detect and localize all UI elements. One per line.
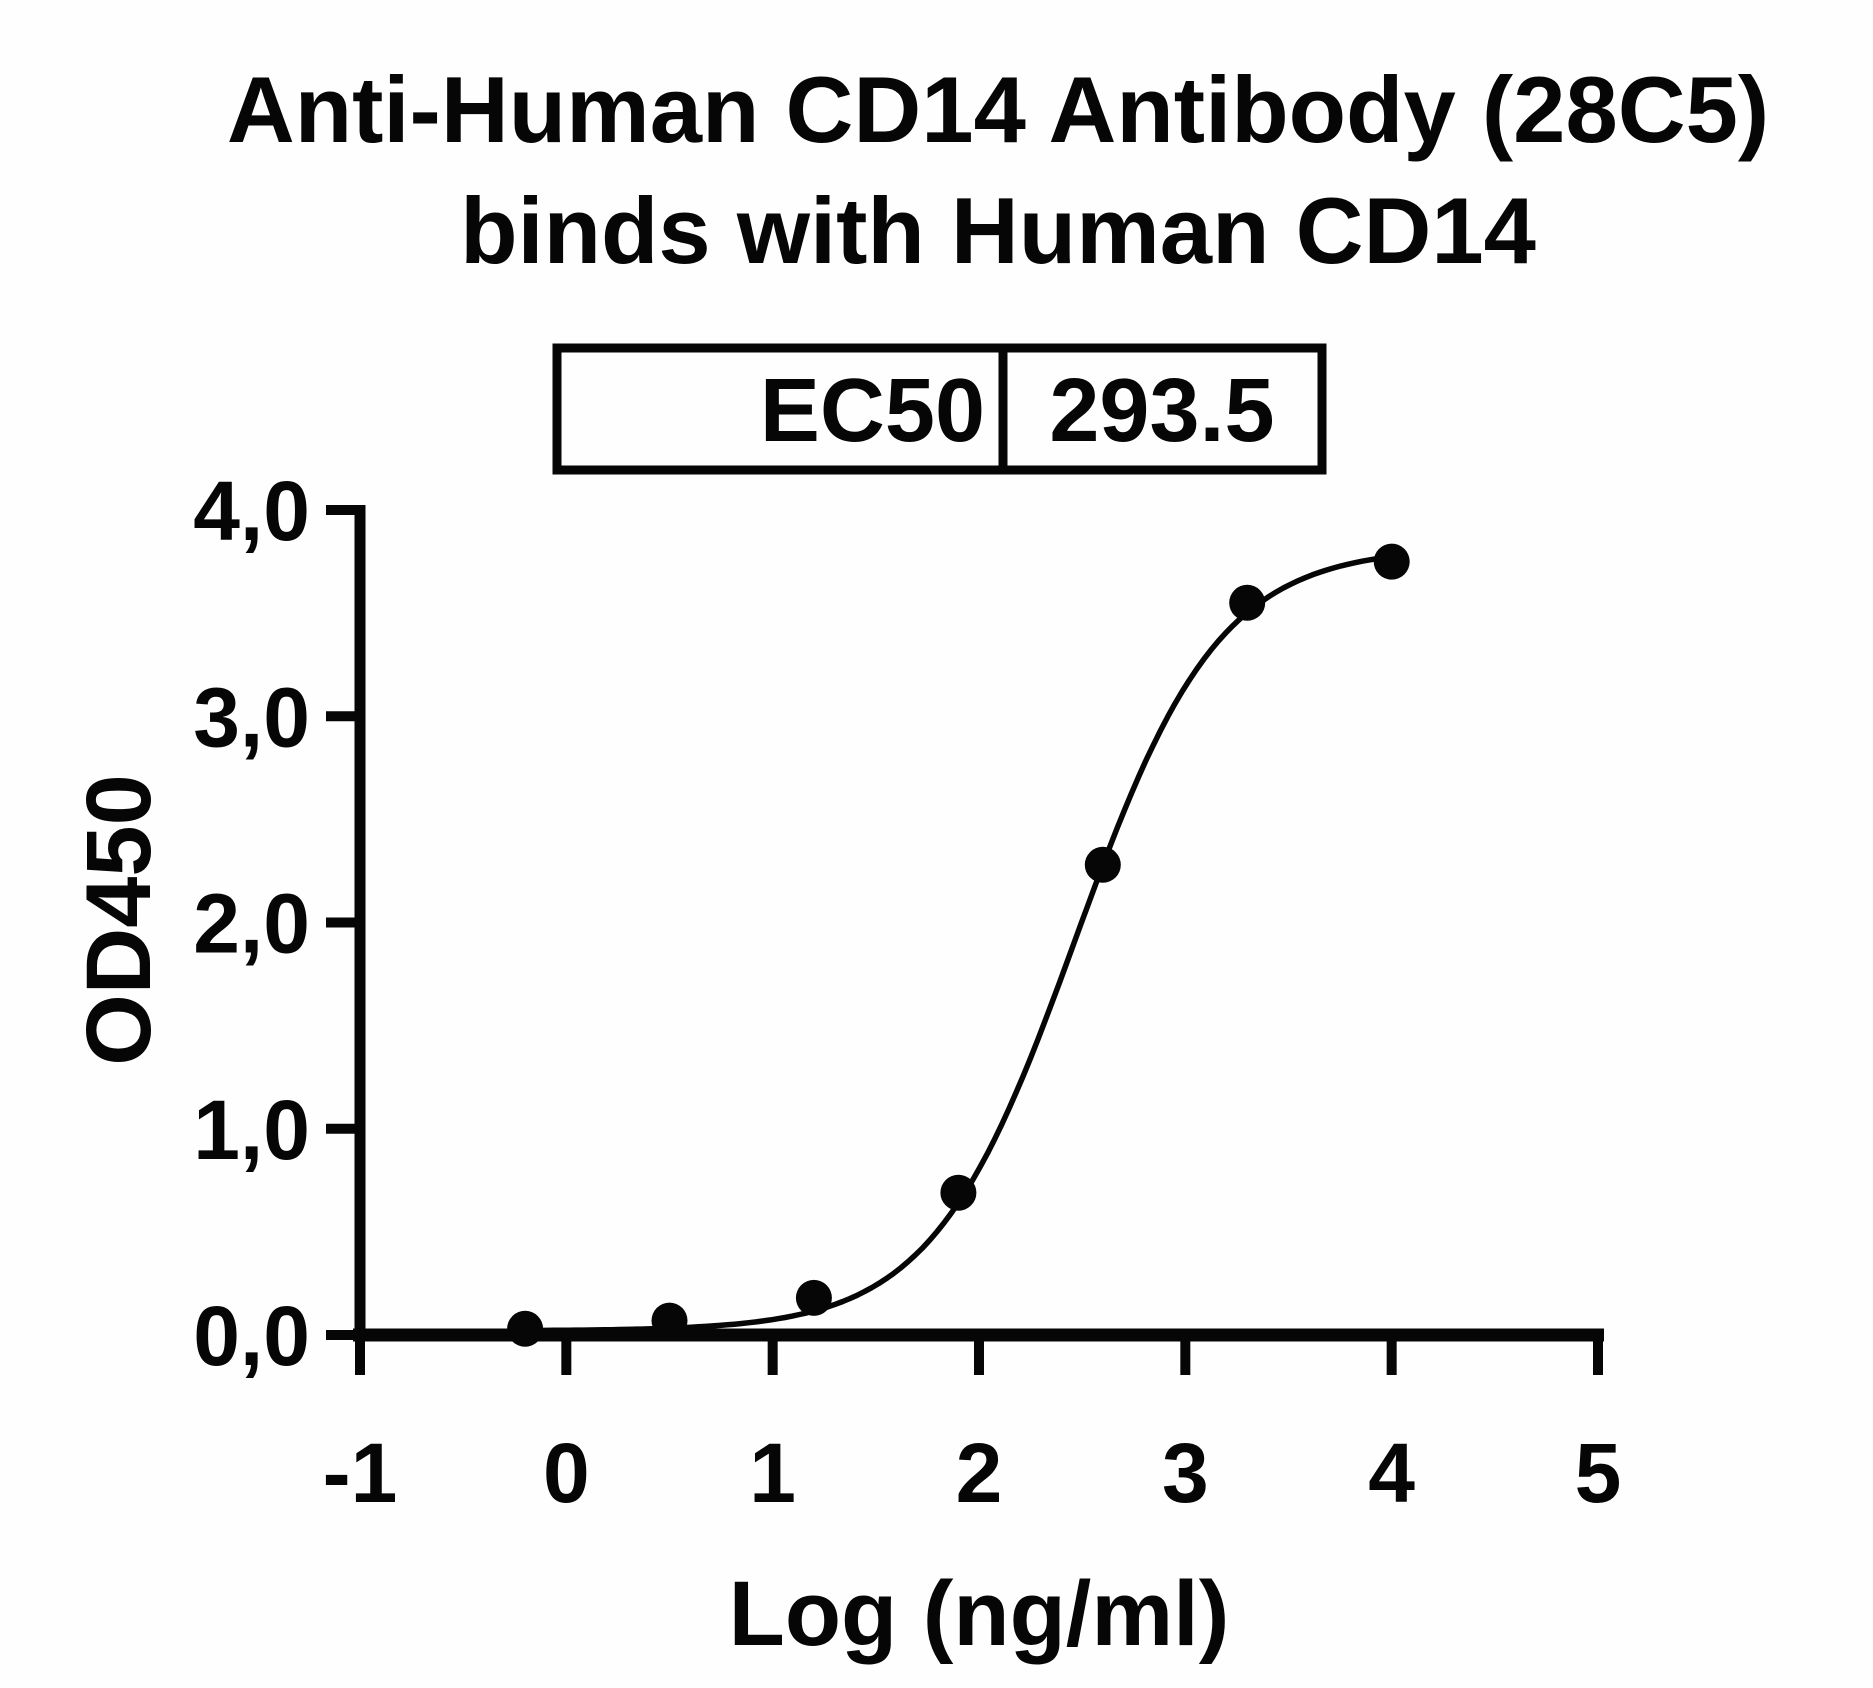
data-point	[940, 1174, 977, 1211]
chart-title: Anti-Human CD14 Antibody (28C5) binds wi…	[227, 57, 1769, 283]
x-tick-label: 5	[1575, 1426, 1622, 1520]
x-tick-label: 4	[1368, 1426, 1415, 1520]
ec50-label: EC50	[760, 361, 985, 461]
y-tick-label: 0,0	[193, 1289, 310, 1383]
x-tick-label: 2	[956, 1426, 1003, 1520]
y-tick-label: 4,0	[193, 464, 310, 558]
data-point	[795, 1279, 832, 1316]
x-axis-title: Log (ng/ml)	[729, 1563, 1230, 1665]
data-point	[1229, 584, 1266, 621]
y-tick-label: 2,0	[193, 877, 310, 971]
fit-curve-group	[522, 553, 1395, 1334]
x-tick-label: -1	[323, 1426, 398, 1520]
chart-title-line1: Anti-Human CD14 Antibody (28C5)	[227, 57, 1769, 162]
y-tick-label: 3,0	[193, 670, 310, 764]
data-point	[507, 1310, 544, 1347]
chart-title-line2: binds with Human CD14	[460, 178, 1536, 283]
x-tick-label: 0	[543, 1426, 590, 1520]
fit-curve	[522, 553, 1395, 1334]
ec50-table: EC50 293.5	[552, 343, 1327, 475]
axes: 0,0 1,0 2,0 3,0 4,0 -1 0 1 2 3 4 5	[193, 464, 1621, 1520]
data-points-group	[507, 543, 1410, 1347]
x-tick-label: 1	[749, 1426, 796, 1520]
data-point	[651, 1302, 688, 1339]
ec50-table-border	[552, 343, 1327, 475]
x-tick-label: 3	[1162, 1426, 1209, 1520]
ec50-value: 293.5	[1049, 361, 1274, 461]
y-tick-label: 1,0	[193, 1083, 310, 1177]
data-point	[1084, 846, 1121, 883]
y-axis-title: OD450	[68, 774, 170, 1066]
data-point	[1373, 543, 1410, 580]
